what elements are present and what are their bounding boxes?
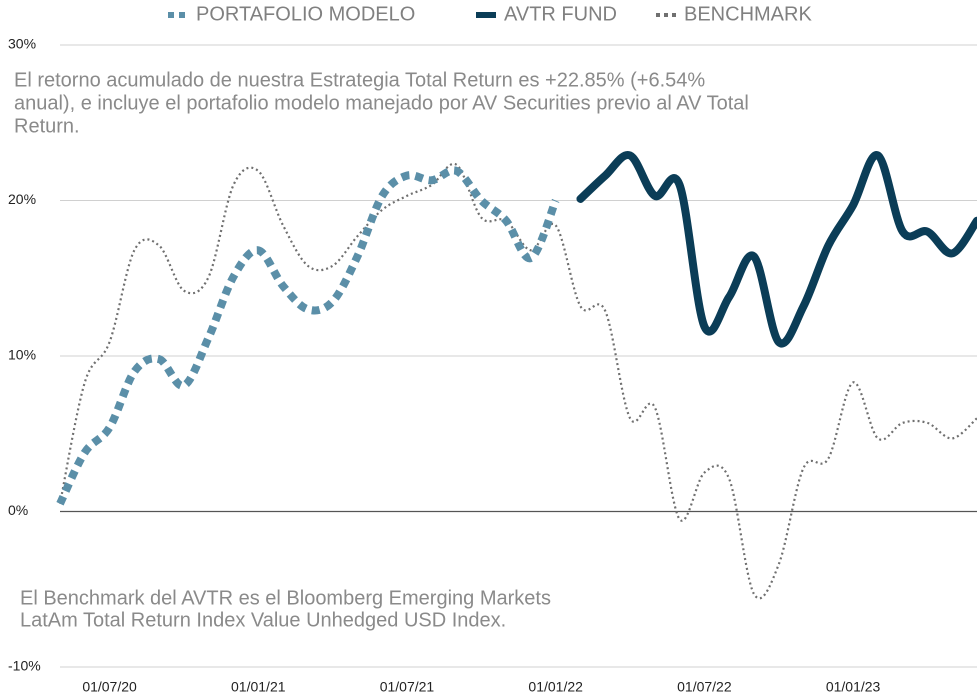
- annotation: anual), e incluye el portafolio modelo m…: [14, 92, 749, 114]
- legend-label: AVTR FUND: [504, 3, 617, 25]
- y-tick-label: 30%: [8, 36, 36, 52]
- x-tick-label: 01/07/21: [380, 679, 435, 695]
- annotation: El retorno acumulado de nuestra Estrateg…: [14, 69, 705, 91]
- legend-label: PORTAFOLIO MODELO: [196, 3, 415, 25]
- annotation: El Benchmark del AVTR es el Bloomberg Em…: [20, 587, 551, 609]
- annotation: LatAm Total Return Index Value Unhedged …: [20, 609, 506, 631]
- y-tick-label: -10%: [8, 658, 41, 674]
- annotation: Return.: [14, 115, 80, 137]
- x-tick-label: 01/01/23: [826, 679, 881, 695]
- series-line: [56, 166, 560, 506]
- y-tick-label: 10%: [8, 347, 36, 363]
- series-line: [576, 151, 977, 348]
- legend-label: BENCHMARK: [684, 3, 812, 25]
- y-tick-label: 20%: [8, 191, 36, 207]
- y-tick-label: 0%: [8, 502, 28, 518]
- x-tick-label: 01/07/22: [677, 679, 732, 695]
- x-tick-label: 01/01/22: [528, 679, 583, 695]
- x-tick-label: 01/07/20: [82, 679, 137, 695]
- x-tick-label: 01/01/21: [231, 679, 286, 695]
